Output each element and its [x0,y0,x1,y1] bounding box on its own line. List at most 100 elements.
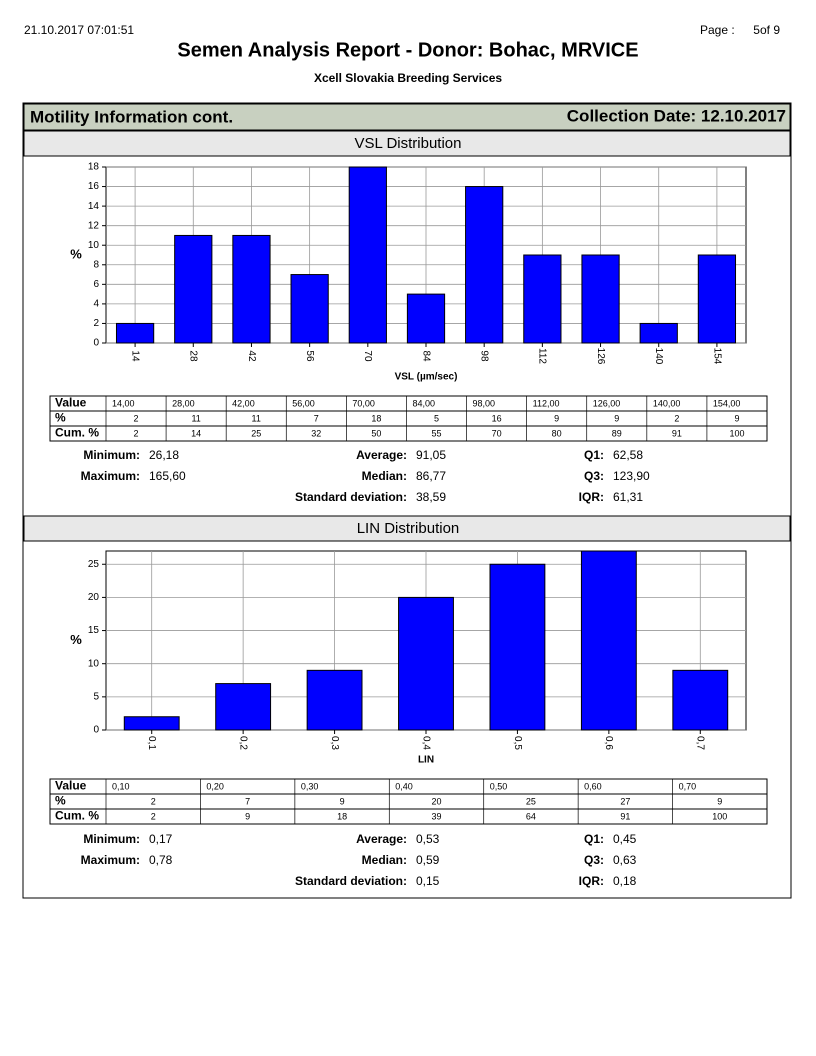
y-tick-label: 12 [88,220,100,231]
value-cell: 84,00 [412,398,435,408]
percent-cell: 5 [434,413,439,423]
bar [348,166,387,344]
x-axis-label: LIN [418,755,434,766]
percent-cell: 20 [431,796,441,806]
y-tick-label: 2 [93,318,99,329]
bar [672,669,729,731]
value-cell: 112,00 [533,398,560,408]
bar [215,683,272,731]
value-cell: 0,50 [490,781,508,791]
stat-value: 0,78 [149,853,173,867]
stat-value: 26,18 [149,448,179,462]
stat-value: 61,31 [613,490,643,504]
bar [580,550,637,731]
y-axis-label: % [70,246,82,261]
value-cell: 126,00 [593,398,621,408]
cum-cell: 89 [612,428,622,438]
bar [523,254,562,344]
cum-cell: 64 [526,811,536,821]
bar [697,254,737,344]
y-tick-label: 5 [93,691,99,702]
cum-cell: 70 [492,428,502,438]
cum-cell: 9 [245,811,250,821]
stat-label: Maximum: [81,853,140,867]
value-cell: 28,00 [172,398,195,408]
bar [639,322,678,344]
bar [406,293,446,344]
cum-cell: 32 [311,428,321,438]
y-tick-label: 0 [93,338,99,349]
percent-cell: 27 [620,796,630,806]
section-header [23,103,791,131]
row-label: Value [55,396,87,410]
x-tick-label: 0,5 [512,736,523,750]
stat-label: Median: [362,469,407,483]
value-cell: 0,40 [395,781,413,791]
value-cell: 56,00 [292,398,315,408]
timestamp: 21.10.2017 07:01:51 [24,23,134,37]
percent-cell: 9 [614,413,619,423]
stat-value: 86,77 [416,469,446,483]
x-tick-label: 112 [537,348,548,364]
x-tick-label: 154 [711,348,722,365]
chart-band [23,130,791,157]
value-cell: 154,00 [713,398,741,408]
row-label: Cum. % [55,426,99,440]
value-cell: 98,00 [473,398,496,408]
chart-title: LIN Distribution [357,520,460,537]
cum-cell: 39 [431,811,441,821]
report-title: Semen Analysis Report - Donor: Bohac, MR… [177,39,638,61]
bar [174,234,213,344]
stat-value: 91,05 [416,448,446,462]
cum-cell: 2 [134,428,139,438]
value-cell: 70,00 [352,398,375,408]
x-tick-label: 140 [653,348,664,365]
percent-cell: 2 [674,413,679,423]
section-title: Motility Information cont. [30,107,233,126]
stat-value: 0,53 [416,832,440,846]
stat-value: 165,60 [149,469,186,483]
bar [489,563,546,731]
cum-cell: 91 [672,428,682,438]
y-tick-label: 25 [88,559,100,570]
bar [123,716,180,731]
percent-cell: 9 [717,796,722,806]
stat-value: 0,15 [416,874,440,888]
stat-label: Q1: [584,832,604,846]
percent-cell: 9 [734,413,739,423]
row-label: Cum. % [55,809,99,823]
stat-value: 38,59 [416,490,446,504]
cum-cell: 55 [431,428,441,438]
x-tick-label: 84 [420,350,431,362]
chart-title: VSL Distribution [355,135,462,152]
row-label: Value [55,779,87,793]
percent-cell: 2 [151,796,156,806]
page-label: Page : [700,23,735,37]
percent-cell: 16 [492,413,502,423]
x-tick-label: 98 [479,350,490,362]
section-box [22,102,792,899]
percent-cell: 2 [134,413,139,423]
y-tick-label: 6 [93,279,99,290]
row-label: % [55,411,66,425]
value-cell: 42,00 [232,398,255,408]
bar [306,669,363,731]
y-tick-label: 10 [88,240,100,251]
collection-date: Collection Date: 12.10.2017 [567,106,786,125]
percent-cell: 11 [252,413,261,423]
y-tick-label: 0 [93,725,99,736]
y-tick-label: 14 [88,201,100,212]
value-cell: 0,60 [584,781,602,791]
bar [398,596,454,731]
y-tick-label: 15 [88,625,100,636]
bar [290,274,329,344]
y-tick-label: 4 [93,299,99,310]
cum-cell: 14 [191,428,201,438]
bar [232,234,271,344]
stat-label: Q3: [584,469,604,483]
stat-label: Q1: [584,448,604,462]
bar [465,186,504,344]
cum-cell: 2 [151,811,156,821]
y-tick-label: 16 [88,181,100,192]
stat-value: 123,90 [613,469,650,483]
